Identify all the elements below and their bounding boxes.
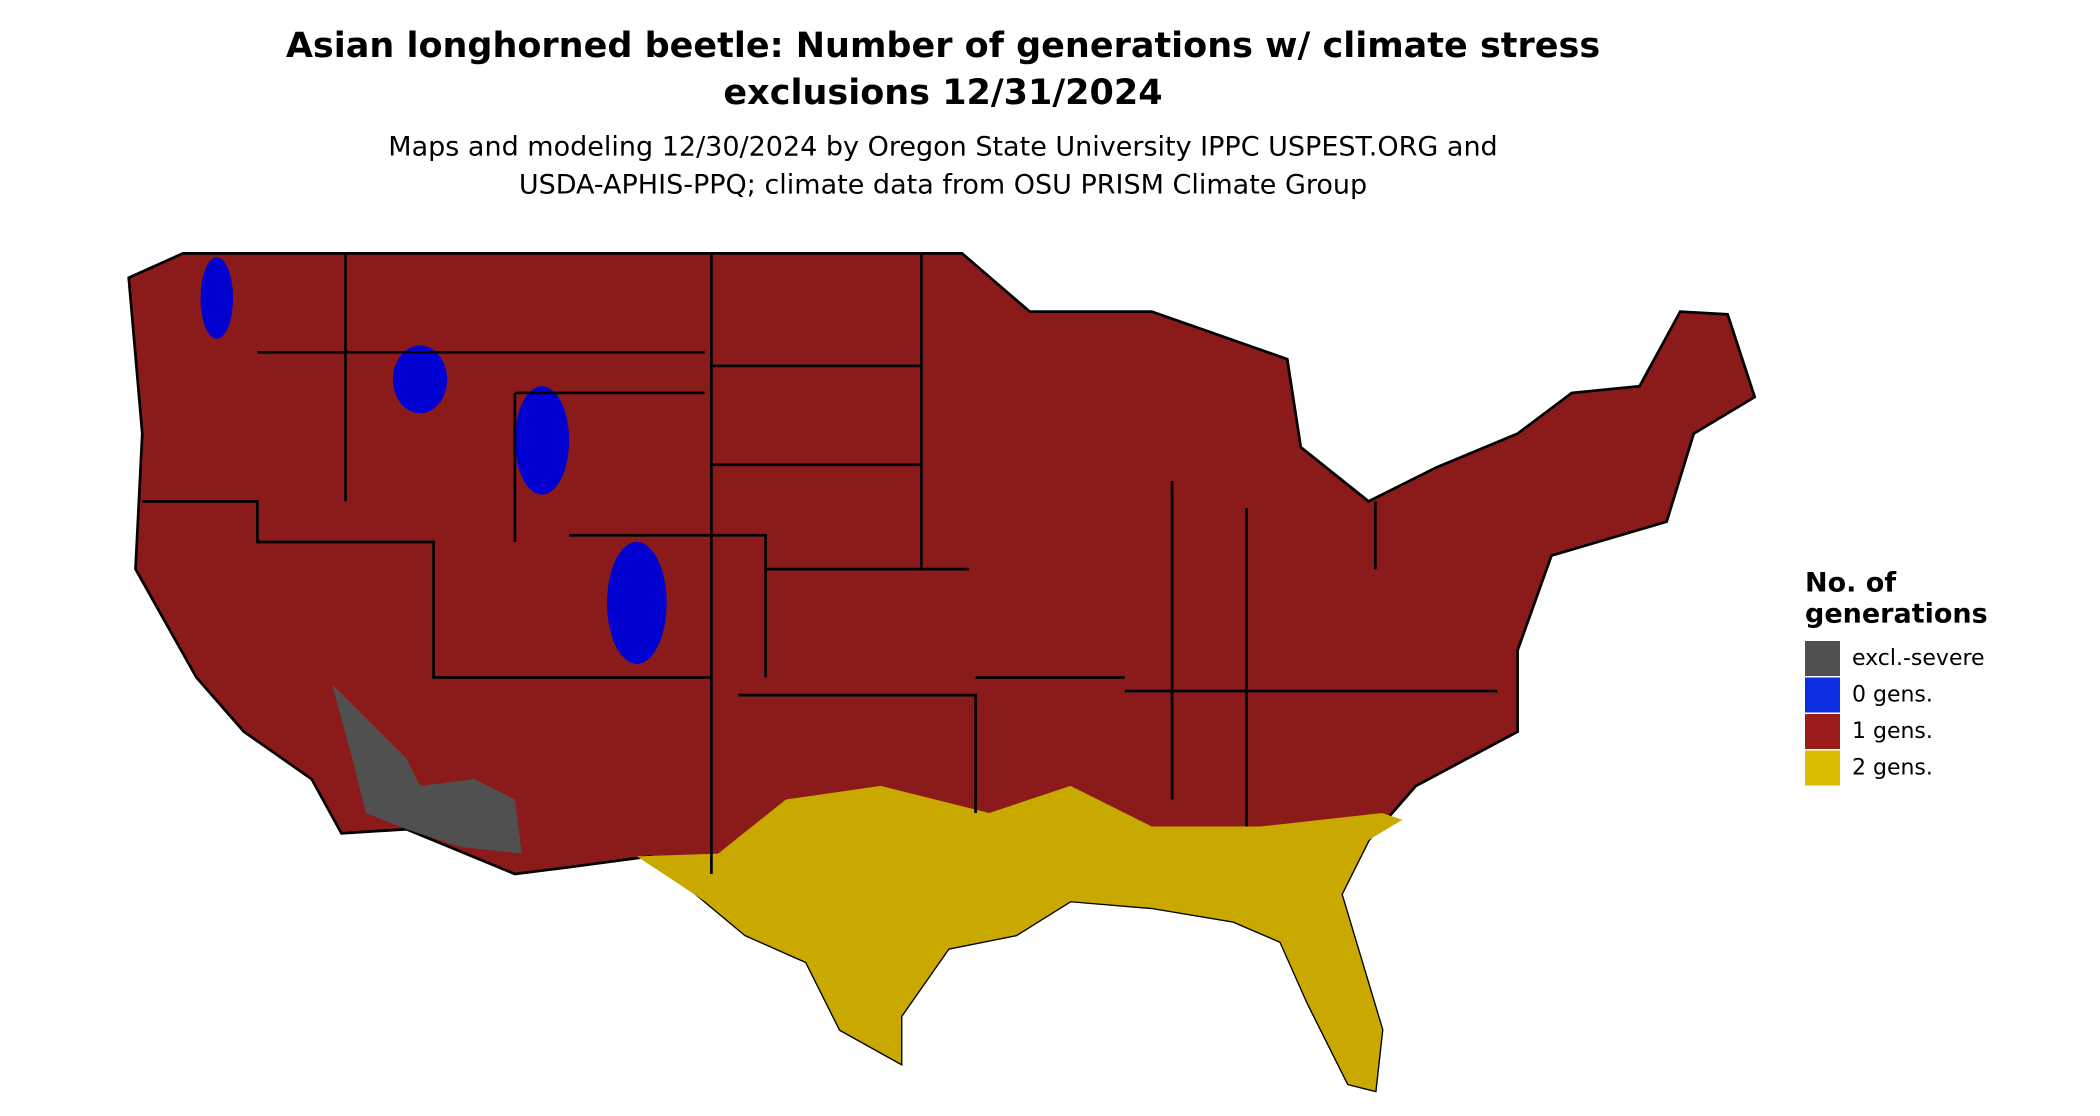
state-borders bbox=[142, 253, 1498, 874]
region-0gen bbox=[200, 257, 234, 339]
title: Asian longhorned beetle: Number of gener… bbox=[286, 26, 1600, 66]
legend-label: 1 gens. bbox=[1852, 719, 1933, 744]
title: exclusions 12/31/2024 bbox=[723, 73, 1162, 113]
region-1gen bbox=[127, 252, 1757, 1093]
region-0gen bbox=[607, 542, 667, 664]
legend-label: excl.-severe bbox=[1852, 646, 1985, 671]
legend-swatch bbox=[1805, 641, 1840, 676]
region-0gen bbox=[392, 345, 448, 414]
region-0gen bbox=[514, 386, 570, 495]
legend-label: 2 gens. bbox=[1852, 756, 1933, 781]
subtitle: USDA-APHIS-PPQ; climate data from OSU PR… bbox=[519, 170, 1367, 201]
legend-swatch bbox=[1805, 750, 1840, 786]
legend-swatch bbox=[1805, 714, 1840, 749]
legend: excl.-severe 0 gens. 1 gens. 2 gens. bbox=[1805, 641, 1985, 786]
legend-swatch bbox=[1805, 677, 1840, 713]
region-excluded bbox=[331, 684, 522, 854]
subtitle: Maps and modeling 12/30/2024 by Oregon S… bbox=[388, 132, 1497, 163]
legend-title: generations bbox=[1805, 599, 1988, 630]
region-2gen bbox=[636, 785, 1403, 1091]
legend-title: No. of bbox=[1805, 568, 1896, 599]
legend-label: 0 gens. bbox=[1852, 683, 1933, 708]
map bbox=[127, 252, 1757, 1093]
